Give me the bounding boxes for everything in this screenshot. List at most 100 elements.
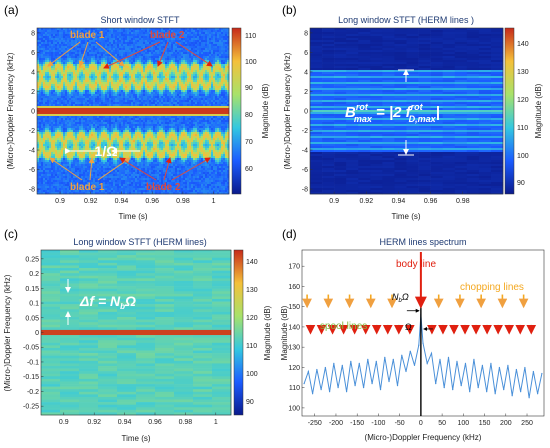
heatmap-cell (89, 144, 92, 147)
heatmap-cell (125, 96, 128, 99)
heatmap-cell (95, 28, 98, 31)
heatmap-cell (153, 66, 156, 69)
heatmap-cell (129, 104, 132, 107)
heatmap-cell (107, 28, 110, 31)
heatmap-cell (135, 34, 138, 37)
heatmap-cell (51, 116, 54, 119)
heatmap-cell (37, 28, 40, 31)
heatmap-cell (49, 172, 52, 175)
heatmap-cell (141, 184, 144, 187)
heatmap-cell (63, 50, 66, 53)
heatmap-cell (123, 180, 126, 183)
heatmap-cell (49, 88, 52, 91)
heatmap-cell (49, 76, 52, 79)
heatmap-cell (77, 190, 80, 193)
heatmap-cell (49, 156, 52, 159)
heatmap-cell (153, 102, 156, 105)
heatmap-cell (63, 86, 66, 89)
heatmap-cell (135, 44, 138, 47)
heatmap-cell (57, 60, 60, 63)
heatmap-cell (113, 60, 116, 63)
heatmap-cell (85, 190, 88, 193)
heatmap-cell (65, 44, 68, 47)
heatmap-cell (135, 144, 138, 147)
heatmap-cell (111, 90, 114, 93)
heatmap-cell (45, 122, 48, 125)
heatmap-cell (125, 126, 128, 129)
heatmap-cell (121, 178, 124, 181)
heatmap-cell (127, 64, 130, 67)
heatmap-cell (117, 176, 120, 179)
heatmap-cell (97, 74, 100, 77)
heatmap-cell (47, 52, 50, 55)
heatmap-cell (109, 104, 112, 107)
heatmap-cell (123, 66, 126, 69)
heatmap-cell (129, 88, 132, 91)
heatmap-cell (65, 40, 68, 43)
heatmap-cell (141, 176, 144, 179)
heatmap-cell (61, 126, 64, 129)
heatmap-cell (143, 70, 146, 73)
heatmap-cell (45, 76, 48, 79)
heatmap-cell (91, 136, 94, 139)
heatmap-cell (125, 146, 128, 149)
heatmap-cell (127, 166, 130, 169)
heatmap-cell (37, 150, 40, 153)
heatmap-cell (51, 94, 54, 97)
heatmap-cell (119, 112, 122, 115)
heatmap-cell (61, 162, 64, 165)
heatmap-cell (135, 116, 138, 119)
heatmap-cell (111, 46, 114, 49)
heatmap-cell (103, 72, 106, 75)
heatmap-cell (63, 38, 66, 41)
heatmap-cell (133, 96, 136, 99)
heatmap-cell (119, 170, 122, 173)
heatmap-cell (121, 188, 124, 191)
heatmap-cell (155, 30, 158, 33)
heatmap-cell (113, 144, 116, 147)
heatmap-cell (105, 170, 108, 173)
heatmap-cell (63, 70, 66, 73)
heatmap-cell (73, 44, 76, 47)
heatmap-cell (123, 112, 126, 115)
heatmap-cell (153, 64, 156, 67)
heatmap-cell (139, 96, 142, 99)
heatmap-cell (45, 174, 48, 177)
heatmap-cell (49, 90, 52, 93)
heatmap-cell (127, 72, 130, 75)
heatmap-cell (141, 118, 144, 121)
heatmap-cell (115, 80, 118, 83)
heatmap-cell (37, 158, 40, 161)
heatmap-cell (95, 134, 98, 137)
heatmap-cell (91, 164, 94, 167)
heatmap-cell (127, 34, 130, 37)
heatmap-cell (93, 78, 96, 81)
heatmap-cell (115, 28, 118, 31)
heatmap-cell (77, 166, 80, 169)
heatmap-cell (125, 102, 128, 105)
heatmap-cell (77, 178, 80, 181)
heatmap-cell (39, 180, 42, 183)
heatmap-cell (67, 154, 70, 157)
heatmap-cell (57, 92, 60, 95)
heatmap-cell (97, 50, 100, 53)
heatmap-cell (155, 56, 158, 59)
heatmap-cell (71, 94, 74, 97)
heatmap-cell (81, 44, 84, 47)
heatmap-cell (145, 152, 148, 155)
heatmap-cell (51, 88, 54, 91)
heatmap-cell (59, 138, 62, 141)
panel-a-label: (a) (4, 3, 19, 17)
heatmap-cell (55, 82, 58, 85)
heatmap-cell (95, 178, 98, 181)
heatmap-cell (75, 156, 78, 159)
heatmap-cell (87, 112, 90, 115)
heatmap-cell (51, 124, 54, 127)
heatmap-cell (63, 108, 66, 111)
heatmap-cell (81, 34, 84, 37)
heatmap-cell (123, 60, 126, 63)
heatmap-cell (49, 160, 52, 163)
heatmap-cell (57, 146, 60, 149)
heatmap-cell (65, 188, 68, 191)
heatmap-cell (39, 104, 42, 107)
